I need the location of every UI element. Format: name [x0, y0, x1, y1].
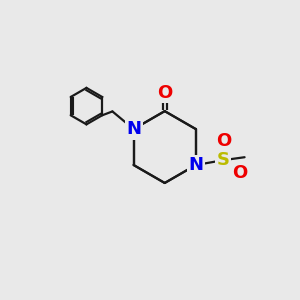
Text: O: O [157, 84, 172, 102]
Text: N: N [126, 120, 141, 138]
Text: O: O [216, 132, 231, 150]
Text: S: S [217, 151, 230, 169]
Text: O: O [232, 164, 247, 181]
Text: N: N [188, 156, 203, 174]
